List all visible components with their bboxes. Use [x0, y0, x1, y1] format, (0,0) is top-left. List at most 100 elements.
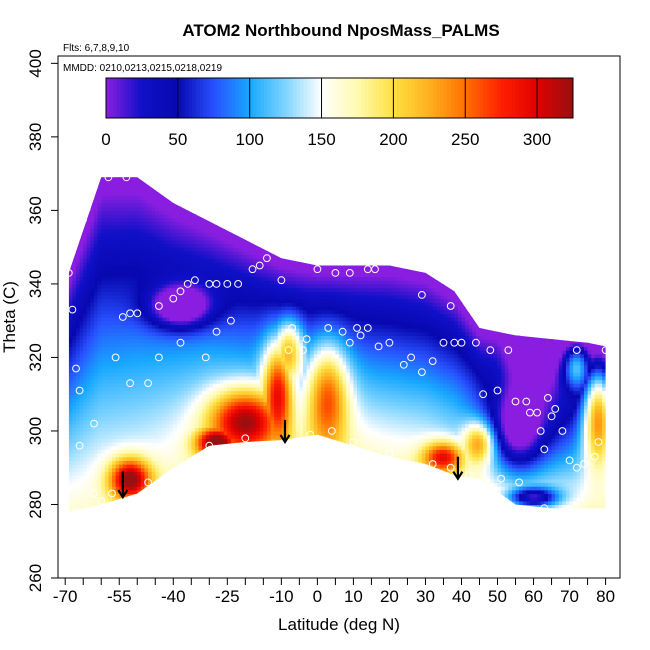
heatmap-cell [259, 383, 264, 388]
heatmap-cell [320, 438, 326, 443]
heatmap-cell [126, 368, 131, 373]
heatmap-cell [151, 250, 156, 256]
heatmap-cell [180, 214, 185, 219]
heatmap-cell [220, 339, 225, 344]
heatmap-cell [191, 250, 196, 256]
heatmap-cell [122, 309, 128, 314]
heatmap-cell [302, 427, 308, 432]
heatmap-cell [144, 482, 149, 487]
heatmap-cell [79, 368, 84, 373]
heatmap-cell [320, 342, 326, 348]
heatmap-cell [245, 375, 250, 381]
heatmap-cell [202, 331, 207, 336]
heatmap-cell [205, 357, 210, 362]
heatmap-cell [230, 320, 236, 325]
heatmap-cell [281, 405, 286, 410]
heatmap-cell [130, 265, 135, 270]
heatmap-cell [220, 258, 225, 263]
heatmap-cell [198, 331, 203, 336]
heatmap-cell [162, 339, 167, 344]
heatmap-cell [292, 265, 297, 270]
heatmap-cell [284, 379, 290, 384]
heatmap-cell [270, 401, 275, 406]
heatmap-cell [166, 298, 171, 303]
heatmap-cell [130, 401, 135, 406]
heatmap-cell [173, 353, 178, 359]
heatmap-cell [288, 401, 293, 406]
heatmap-cell [97, 497, 102, 502]
heatmap-cell [97, 493, 102, 498]
heatmap-cell [306, 419, 311, 425]
heatmap-cell [101, 449, 106, 454]
heatmap-cell [248, 302, 254, 307]
heatmap-cell [83, 423, 88, 428]
heatmap-cell [187, 453, 192, 458]
heatmap-cell [130, 331, 135, 336]
heatmap-cell [112, 430, 117, 436]
heatmap-cell [90, 331, 95, 336]
heatmap-cell [97, 467, 102, 472]
heatmap-cell [209, 269, 214, 274]
heatmap-cell [270, 386, 275, 392]
heatmap-cell [284, 401, 290, 406]
heatmap-cell [101, 383, 106, 388]
heatmap-cell [238, 247, 243, 252]
heatmap-cell [79, 272, 84, 278]
heatmap-cell [166, 372, 171, 377]
heatmap-cell [184, 361, 189, 366]
heatmap-cell [241, 405, 246, 410]
heatmap-cell [230, 427, 236, 432]
heatmap-cell [256, 357, 261, 362]
heatmap-cell [295, 379, 300, 384]
heatmap-cell [241, 350, 246, 355]
heatmap-cell [191, 317, 196, 322]
heatmap-cell [227, 368, 232, 373]
heatmap-cell [263, 283, 268, 289]
heatmap-cell [180, 320, 185, 325]
heatmap-cell [284, 265, 290, 270]
heatmap-cell [194, 453, 200, 458]
heatmap-cell [162, 269, 167, 274]
heatmap-cell [108, 180, 113, 186]
heatmap-cell [306, 383, 311, 388]
heatmap-cell [234, 328, 239, 333]
heatmap-cell [122, 276, 128, 281]
heatmap-cell [230, 368, 236, 373]
heatmap-cell [94, 258, 99, 263]
heatmap-cell [263, 416, 268, 421]
heatmap-cell [252, 368, 257, 373]
heatmap-cell [288, 353, 293, 359]
heatmap-cell [112, 353, 117, 359]
heatmap-cell [76, 408, 81, 414]
heatmap-cell [248, 441, 254, 447]
heatmap-cell [119, 335, 124, 340]
heatmap-cell [130, 206, 135, 211]
heatmap-cell [126, 247, 131, 252]
heatmap-cell [112, 177, 117, 182]
heatmap-cell [227, 247, 232, 252]
heatmap-cell [119, 350, 124, 355]
heatmap-cell [130, 427, 135, 432]
heatmap-cell [144, 276, 149, 281]
heatmap-cell [79, 441, 84, 447]
heatmap-cell [148, 203, 153, 208]
heatmap-cell [115, 180, 120, 186]
heatmap-cell [320, 305, 326, 311]
heatmap-cell [299, 386, 304, 392]
heatmap-cell [274, 331, 279, 336]
heatmap-cell [97, 412, 102, 417]
heatmap-cell [194, 269, 200, 274]
heatmap-cell [230, 269, 236, 274]
heatmap-cell [277, 339, 282, 344]
heatmap-cell [248, 383, 254, 388]
heatmap-cell [230, 441, 236, 447]
heatmap-cell [97, 471, 102, 476]
heatmap-cell [162, 372, 167, 377]
heatmap-cell [216, 361, 221, 366]
heatmap-cell [173, 250, 178, 256]
heatmap-cell [205, 339, 210, 344]
heatmap-cell [122, 379, 128, 384]
heatmap-cell [169, 254, 174, 259]
heatmap-cell [198, 427, 203, 432]
heatmap-cell [277, 419, 282, 425]
